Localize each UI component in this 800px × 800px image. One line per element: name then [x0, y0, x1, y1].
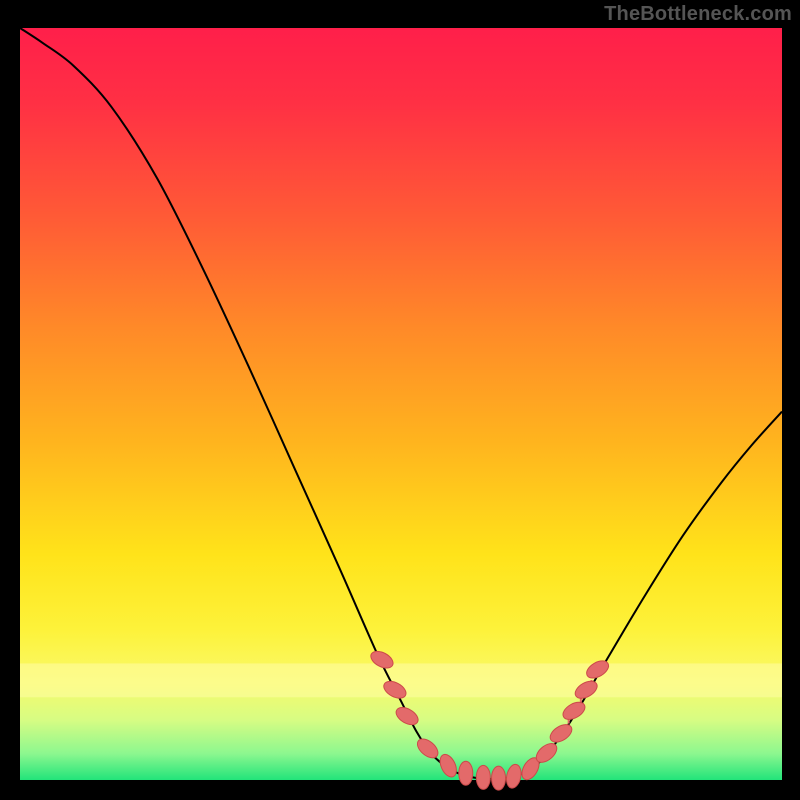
- curve-marker: [492, 766, 506, 790]
- bottleneck-chart: [0, 0, 800, 800]
- curve-marker: [459, 761, 473, 785]
- watermark-text: TheBottleneck.com: [604, 3, 792, 26]
- curve-marker: [476, 765, 490, 789]
